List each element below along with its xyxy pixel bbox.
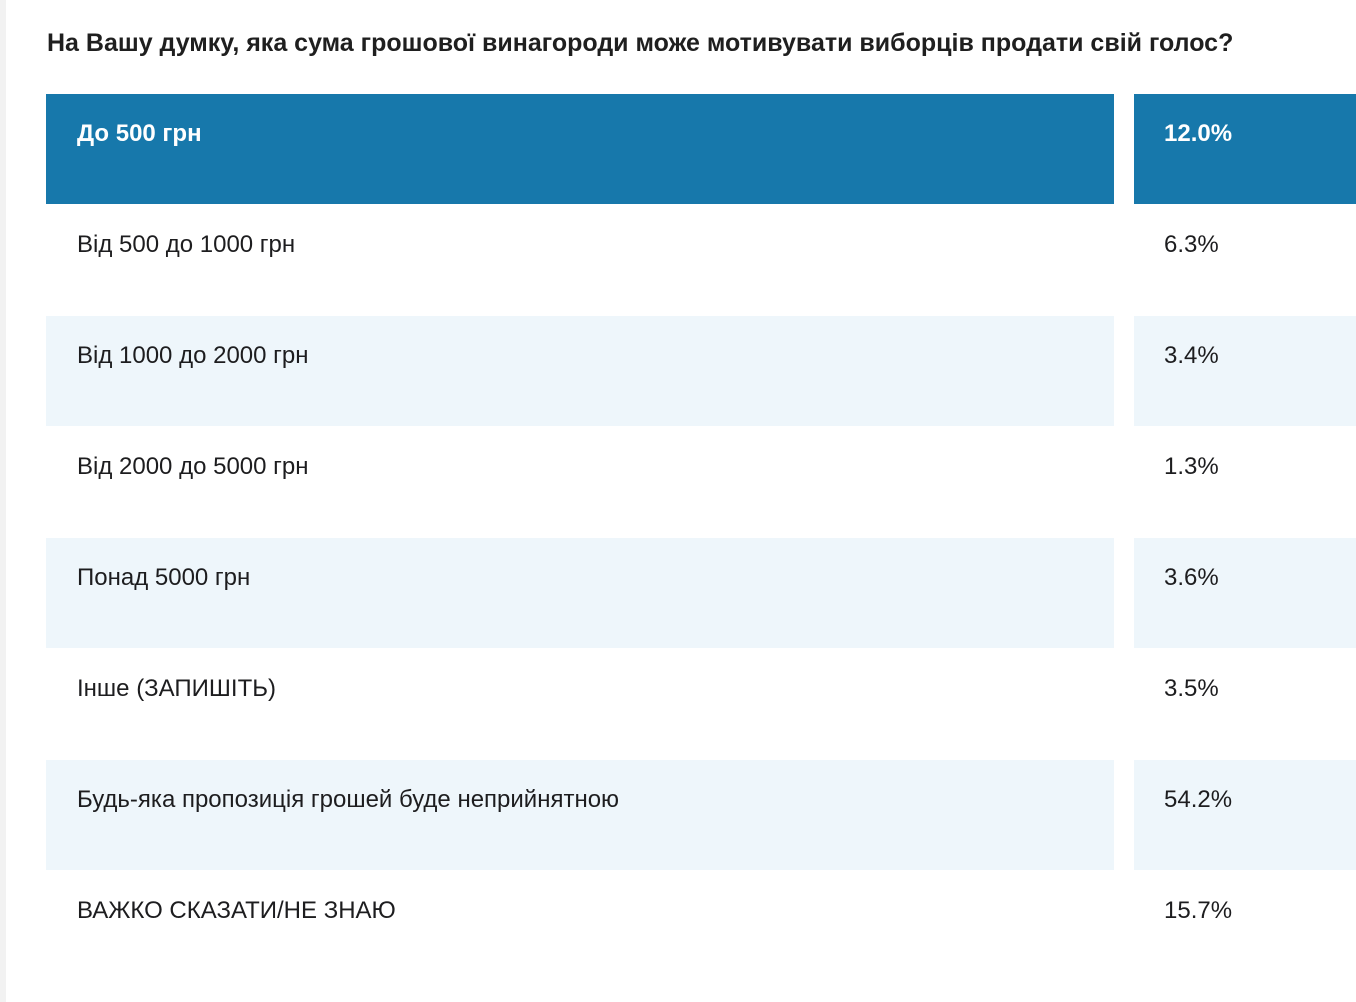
- table-row: Від 2000 до 5000 грн 1.3%: [46, 427, 1356, 538]
- results-table: До 500 грн 12.0% Від 500 до 1000 грн 6.3…: [46, 94, 1356, 982]
- row-label: ВАЖКО СКАЗАТИ/НЕ ЗНАЮ: [77, 897, 396, 924]
- row-label: Будь-яка пропозиція грошей буде неприйня…: [46, 760, 1114, 870]
- table-row: Від 1000 до 2000 грн 3.4%: [46, 316, 1356, 427]
- table-row: Від 500 до 1000 грн 6.3%: [46, 205, 1356, 316]
- row-label: Від 500 до 1000 грн: [77, 231, 296, 258]
- page-left-rule: [0, 0, 6, 1002]
- row-label: Від 2000 до 5000 грн: [77, 453, 309, 480]
- table-row: Понад 5000 грн 3.6%: [46, 538, 1356, 649]
- row-label: До 500 грн: [46, 94, 1114, 204]
- row-value: 15.7%: [1164, 897, 1233, 924]
- table-row: До 500 грн 12.0%: [46, 94, 1356, 205]
- row-label: Від 1000 до 2000 грн: [46, 316, 1114, 426]
- row-label: Інше (ЗАПИШІТЬ): [77, 675, 276, 702]
- row-label: Понад 5000 грн: [46, 538, 1114, 648]
- table-row: Інше (ЗАПИШІТЬ) 3.5%: [46, 649, 1356, 760]
- row-value: 12.0%: [1134, 94, 1356, 204]
- table-row: Будь-яка пропозиція грошей буде неприйня…: [46, 760, 1356, 871]
- row-value: 54.2%: [1134, 760, 1356, 870]
- table-row: ВАЖКО СКАЗАТИ/НЕ ЗНАЮ 15.7%: [46, 871, 1356, 982]
- row-value: 3.6%: [1134, 538, 1356, 648]
- row-value: 3.5%: [1164, 675, 1219, 702]
- row-value: 6.3%: [1164, 231, 1219, 258]
- table-title: На Вашу думку, яка сума грошової винагор…: [47, 29, 1234, 57]
- row-value: 3.4%: [1134, 316, 1356, 426]
- row-value: 1.3%: [1164, 453, 1219, 480]
